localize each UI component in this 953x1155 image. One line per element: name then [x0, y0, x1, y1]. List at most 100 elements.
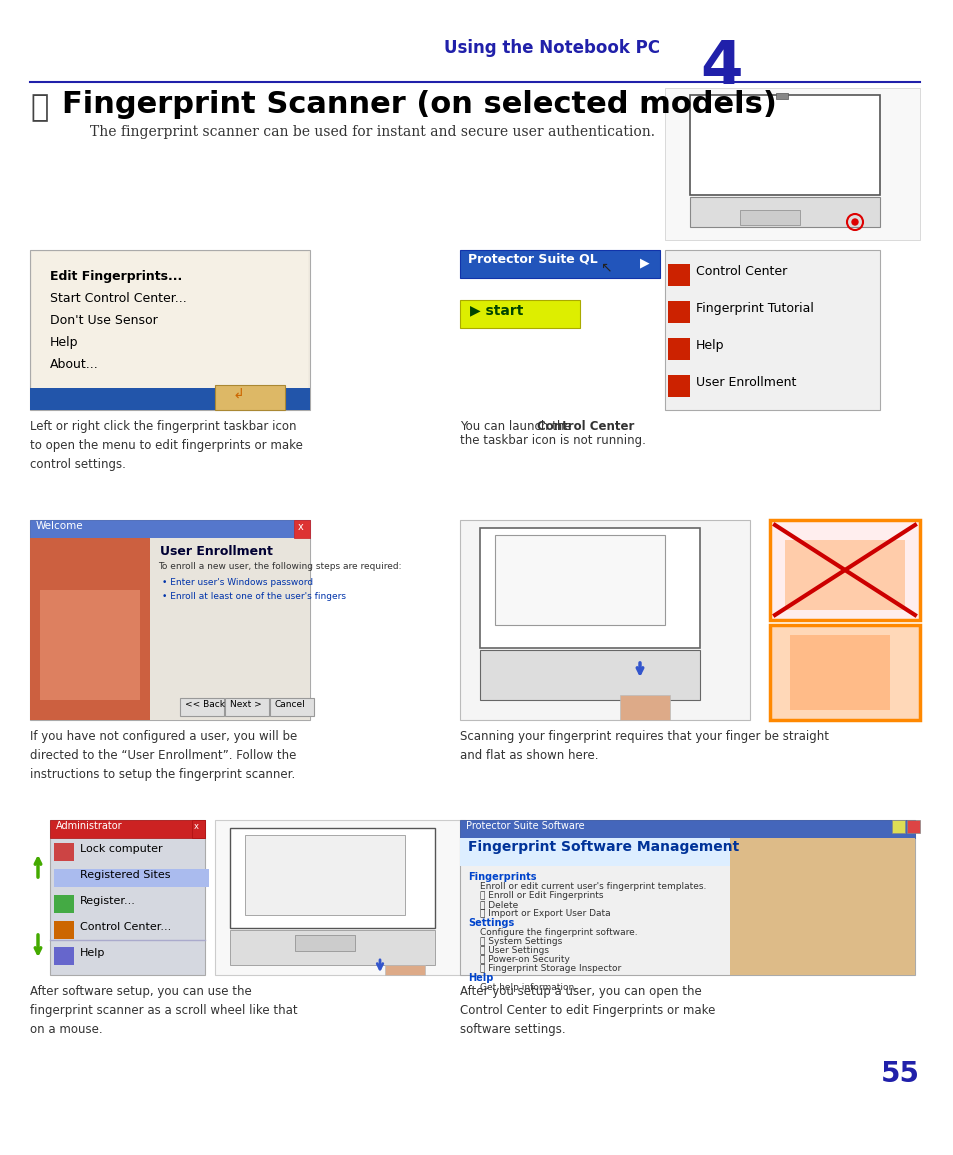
Text: Ⓞ User Settings: Ⓞ User Settings — [479, 946, 548, 955]
Bar — [459, 820, 914, 839]
Text: Registered Sites: Registered Sites — [80, 870, 171, 880]
Bar — [230, 828, 435, 927]
Bar — [775, 94, 787, 99]
Bar — [32, 252, 308, 407]
Bar — [30, 538, 150, 720]
Bar — [891, 820, 904, 833]
Bar — [54, 869, 74, 887]
Bar — [30, 249, 310, 410]
Text: Control Center: Control Center — [696, 264, 786, 278]
Bar — [740, 210, 800, 225]
Text: Fingerprint Scanner (on selected models): Fingerprint Scanner (on selected models) — [62, 90, 776, 119]
Bar — [906, 820, 919, 833]
Bar — [459, 249, 659, 278]
Bar — [769, 625, 919, 720]
Text: User Enrollment: User Enrollment — [696, 377, 796, 389]
Text: If you have not configured a user, you will be
directed to the “User Enrollment”: If you have not configured a user, you w… — [30, 730, 297, 781]
Bar — [789, 635, 889, 710]
Text: Using the Notebook PC: Using the Notebook PC — [443, 39, 659, 57]
Text: Settings: Settings — [468, 918, 514, 927]
Text: Ⓞ Fingerprint Storage Inspector: Ⓞ Fingerprint Storage Inspector — [479, 964, 620, 973]
Text: Next >: Next > — [230, 700, 261, 709]
Text: Protector Suite QL: Protector Suite QL — [468, 253, 598, 266]
Bar — [50, 820, 205, 839]
Bar — [459, 839, 914, 866]
Bar — [664, 249, 879, 410]
Text: • Enter user's Windows password: • Enter user's Windows password — [162, 578, 313, 587]
Text: Help: Help — [80, 948, 105, 957]
Text: Lock computer: Lock computer — [80, 844, 162, 854]
Bar — [667, 375, 689, 397]
Bar — [459, 300, 579, 328]
Text: About...: About... — [50, 358, 99, 371]
Bar — [54, 895, 74, 912]
Text: Configure the fingerprint software.: Configure the fingerprint software. — [479, 927, 637, 937]
Text: Get help information.: Get help information. — [479, 983, 577, 992]
Text: Welcome: Welcome — [36, 521, 84, 531]
Bar — [385, 964, 424, 975]
Text: Help: Help — [468, 973, 493, 983]
Text: Scanning your fingerprint requires that your finger be straight
and flat as show: Scanning your fingerprint requires that … — [459, 730, 828, 762]
Text: ↖: ↖ — [599, 260, 611, 274]
Bar — [667, 301, 689, 323]
Text: You can launch the: You can launch the — [459, 420, 575, 433]
Text: Fingerprint Tutorial: Fingerprint Tutorial — [696, 301, 813, 315]
Text: the taskbar icon is not running.: the taskbar icon is not running. — [459, 434, 645, 447]
Bar — [225, 698, 269, 716]
Text: Left or right click the fingerprint taskbar icon
to open the menu to edit finger: Left or right click the fingerprint task… — [30, 420, 302, 471]
Text: Help: Help — [696, 340, 723, 352]
Text: Ⓞ System Settings: Ⓞ System Settings — [479, 937, 561, 946]
Text: The fingerprint scanner can be used for instant and secure user authentication.: The fingerprint scanner can be used for … — [90, 125, 655, 139]
Bar — [667, 264, 689, 286]
Bar — [459, 520, 749, 720]
Text: ▶ start: ▶ start — [470, 303, 523, 316]
Bar — [459, 820, 914, 975]
Bar — [667, 338, 689, 360]
Bar — [245, 835, 405, 915]
Text: Control Center...: Control Center... — [80, 922, 172, 932]
Bar — [150, 538, 310, 720]
Bar — [784, 541, 904, 610]
Text: Cancel: Cancel — [274, 700, 305, 709]
Text: After you setup a user, you can open the
Control Center to edit Fingerprints or : After you setup a user, you can open the… — [459, 985, 715, 1036]
Text: Administrator: Administrator — [56, 821, 123, 830]
Bar — [30, 520, 310, 720]
Text: Register...: Register... — [80, 896, 135, 906]
Bar — [479, 528, 700, 648]
Bar — [30, 520, 310, 538]
Text: Protector Suite Software: Protector Suite Software — [465, 821, 584, 830]
Text: Fingerprints: Fingerprints — [468, 872, 536, 882]
Bar — [769, 520, 919, 620]
Bar — [664, 88, 919, 240]
Text: Enroll or edit current user's fingerprint templates.: Enroll or edit current user's fingerprin… — [479, 882, 705, 891]
Bar — [214, 385, 285, 410]
Text: Fingerprint Software Management: Fingerprint Software Management — [468, 840, 739, 854]
Text: ⎘: ⎘ — [30, 94, 49, 122]
Bar — [180, 698, 224, 716]
Bar — [50, 820, 205, 975]
Bar — [619, 695, 669, 720]
Text: Ⓞ Delete: Ⓞ Delete — [479, 900, 517, 909]
Bar — [479, 650, 700, 700]
Text: • Enroll at least one of the user's fingers: • Enroll at least one of the user's fing… — [162, 593, 346, 601]
Bar — [729, 839, 914, 975]
Text: 55: 55 — [880, 1060, 919, 1088]
Text: Control Center: Control Center — [537, 420, 634, 433]
Text: To enroll a new user, the following steps are required:: To enroll a new user, the following step… — [158, 562, 401, 571]
Bar — [689, 198, 879, 228]
Bar — [54, 947, 74, 964]
Text: ↲: ↲ — [220, 388, 245, 402]
Circle shape — [851, 219, 857, 225]
Text: Ⓞ Enroll or Edit Fingerprints: Ⓞ Enroll or Edit Fingerprints — [479, 891, 603, 900]
Text: Don't Use Sensor: Don't Use Sensor — [50, 314, 157, 327]
Text: After software setup, you can use the
fingerprint scanner as a scroll wheel like: After software setup, you can use the fi… — [30, 985, 297, 1036]
Bar — [40, 590, 140, 700]
Text: x: x — [193, 822, 199, 830]
Text: << Back: << Back — [185, 700, 225, 709]
Text: Start Control Center...: Start Control Center... — [50, 292, 187, 305]
Text: x: x — [297, 522, 303, 532]
Text: User Enrollment: User Enrollment — [160, 545, 273, 558]
Bar — [54, 843, 74, 860]
Text: ▶: ▶ — [639, 256, 649, 269]
Bar — [54, 869, 209, 887]
